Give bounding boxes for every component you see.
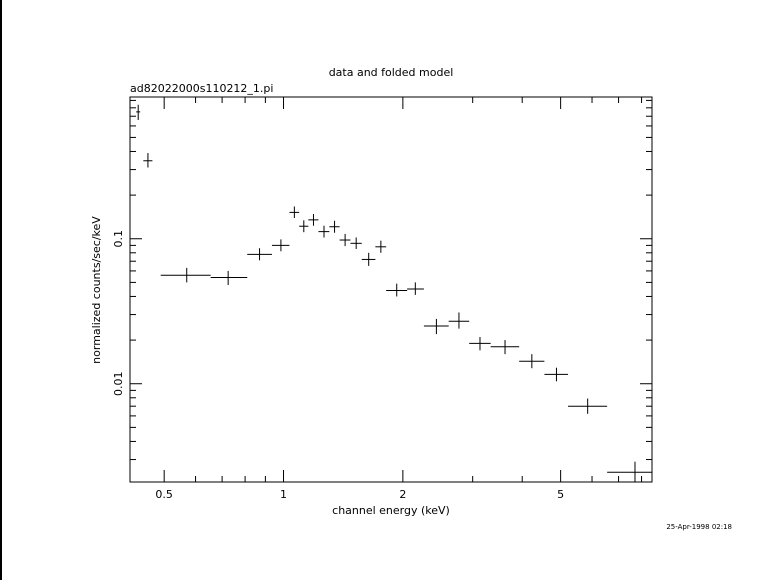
data-point <box>339 233 351 247</box>
data-point <box>386 283 408 297</box>
data-point <box>247 248 272 261</box>
plot-frame <box>129 96 653 483</box>
data-point <box>160 267 211 283</box>
data-point <box>350 237 362 249</box>
data-point <box>607 461 652 482</box>
data-point <box>210 270 248 285</box>
data-point <box>375 240 387 253</box>
x-tick-label: 2 <box>399 488 406 501</box>
data-point <box>289 206 300 219</box>
data-point <box>271 239 290 252</box>
data-point <box>136 104 141 120</box>
data-point <box>568 398 608 414</box>
timestamp: 25-Apr-1998 02:18 <box>666 523 732 531</box>
data-point <box>299 220 309 233</box>
x-tick-label: 1 <box>280 488 287 501</box>
data-point <box>544 367 569 382</box>
data-point <box>308 214 319 226</box>
data-point <box>423 318 449 335</box>
y-tick-label: 0.01 <box>112 371 125 396</box>
data-point <box>407 282 424 295</box>
data-point <box>318 225 330 238</box>
data-point <box>448 312 470 329</box>
x-tick-label: 0.5 <box>155 488 173 501</box>
axis-ticks: 0.5 1 2 5 0.1 0.01 <box>112 97 652 501</box>
data-point <box>329 220 340 233</box>
data-point <box>143 153 153 168</box>
window-left-border <box>0 0 2 580</box>
y-tick-label: 0.1 <box>112 230 125 248</box>
data-point <box>519 354 545 369</box>
data-point <box>361 252 376 266</box>
x-tick-label: 5 <box>557 488 564 501</box>
data-point <box>469 337 491 351</box>
data-point <box>490 340 520 355</box>
x-axis-label: channel energy (keV) <box>332 504 450 517</box>
data-points <box>136 104 652 482</box>
chart-title: data and folded model <box>329 66 454 79</box>
y-axis-label: normalized counts/sec/keV <box>90 216 103 364</box>
chart-subtitle: ad82022000s110212_1.pi <box>130 82 273 95</box>
